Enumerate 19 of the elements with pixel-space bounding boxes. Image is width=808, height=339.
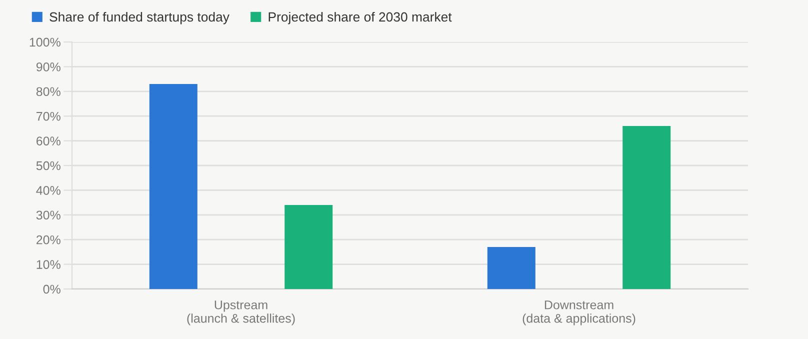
y-tick-label: 20% <box>36 235 60 244</box>
y-tick-label: 30% <box>36 210 60 220</box>
bar <box>487 247 536 289</box>
y-tick-label: 10% <box>36 260 60 269</box>
y-tick-label: 100% <box>30 38 60 47</box>
x-tick-label: Downstream (data & applications) <box>522 300 636 326</box>
legend-label: Projected share of 2030 market <box>268 12 452 24</box>
y-tick-label: 70% <box>36 112 60 121</box>
legend-label: Share of funded startups today <box>50 12 230 24</box>
x-tick-label: Upstream (launch & satellites) <box>187 300 295 326</box>
bar <box>149 84 198 289</box>
y-tick-label: 80% <box>36 87 60 96</box>
y-tick-label: 60% <box>36 136 60 146</box>
bar <box>284 205 333 289</box>
y-tick-label: 40% <box>36 186 60 195</box>
bar <box>622 126 671 289</box>
y-tick-label: 90% <box>36 62 60 72</box>
y-tick-label: 0% <box>43 284 60 294</box>
y-tick-label: 50% <box>36 161 60 170</box>
